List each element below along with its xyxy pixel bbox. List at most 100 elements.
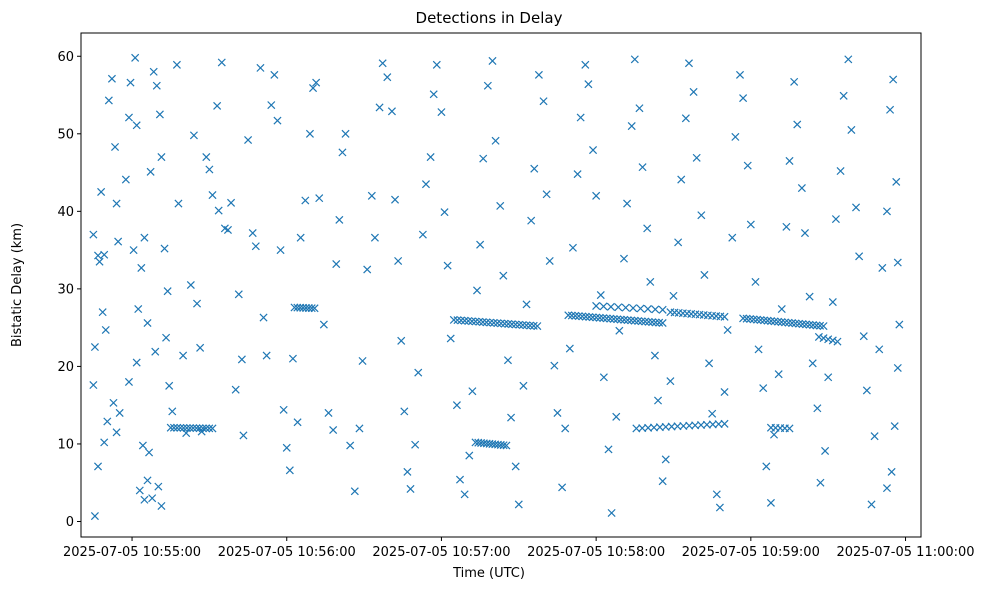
detection-marker xyxy=(324,408,333,417)
detection-marker xyxy=(870,432,879,441)
detection-marker xyxy=(708,409,717,418)
y-tick-label: 0 xyxy=(66,515,74,530)
detection-marker xyxy=(239,431,248,440)
detection-marker xyxy=(479,154,488,163)
detection-marker xyxy=(808,359,817,368)
detection-marker xyxy=(522,300,531,309)
detection-marker xyxy=(522,321,531,330)
detection-marker xyxy=(831,215,840,224)
detection-marker xyxy=(429,90,438,99)
detection-marker xyxy=(619,254,629,263)
detection-marker xyxy=(813,404,822,413)
detection-marker xyxy=(712,490,721,499)
detection-marker xyxy=(534,70,543,79)
detection-marker xyxy=(205,424,214,433)
detection-marker xyxy=(646,277,655,286)
detection-marker xyxy=(208,424,217,433)
x-tick-label: 2025-07-05 10:55:00 xyxy=(63,545,201,560)
detection-marker xyxy=(378,59,387,68)
detection-marker xyxy=(564,311,573,320)
detection-marker xyxy=(828,298,837,307)
detection-marker xyxy=(270,70,279,79)
detection-marker xyxy=(488,56,497,65)
detection-marker xyxy=(574,312,583,321)
detection-marker xyxy=(115,408,124,417)
detection-marker xyxy=(192,424,201,433)
detection-marker xyxy=(677,175,686,184)
detection-marker xyxy=(573,170,582,179)
detection-marker xyxy=(231,385,240,394)
detection-marker xyxy=(157,153,166,162)
detection-marker xyxy=(643,224,652,233)
detection-marker xyxy=(578,312,587,321)
detection-marker xyxy=(140,495,149,504)
detection-marker xyxy=(816,478,825,487)
detection-marker xyxy=(518,320,527,330)
detection-marker xyxy=(437,108,446,117)
detection-marker xyxy=(658,305,667,314)
detection-marker xyxy=(124,377,133,386)
detection-marker xyxy=(795,319,804,328)
detection-marker xyxy=(828,336,837,345)
detection-marker xyxy=(449,315,458,324)
detection-marker xyxy=(223,225,232,234)
detection-marker xyxy=(545,256,554,265)
detection-marker xyxy=(421,180,430,189)
detection-marker xyxy=(731,132,740,141)
detection-marker xyxy=(358,356,367,366)
detection-marker xyxy=(411,440,420,449)
detection-marker xyxy=(553,408,562,417)
detection-marker xyxy=(782,222,791,231)
detection-marker xyxy=(743,161,752,170)
detection-marker xyxy=(288,354,297,363)
detection-marker xyxy=(592,191,601,200)
detection-marker xyxy=(237,355,246,364)
detection-marker xyxy=(134,305,143,314)
detection-marker xyxy=(367,191,376,200)
detection-marker xyxy=(606,302,615,311)
detection-marker xyxy=(312,78,321,87)
detection-marker xyxy=(770,317,779,326)
detection-marker xyxy=(499,441,508,450)
detection-marker xyxy=(604,445,613,454)
detection-marker xyxy=(205,165,214,174)
detection-marker xyxy=(814,332,823,341)
detection-marker xyxy=(648,318,657,327)
detection-marker xyxy=(148,494,157,503)
detection-marker xyxy=(793,120,802,129)
detection-marker xyxy=(852,203,861,212)
detection-marker xyxy=(296,233,305,242)
detection-marker xyxy=(256,63,265,72)
detection-marker xyxy=(132,358,141,367)
detection-marker xyxy=(751,277,760,286)
detection-marker xyxy=(279,405,288,414)
detection-marker xyxy=(630,316,639,325)
detection-marker xyxy=(282,443,291,452)
detection-marker xyxy=(202,153,211,162)
detection-marker xyxy=(251,242,260,251)
detection-marker xyxy=(214,206,223,215)
detection-marker xyxy=(715,503,724,512)
detection-marker xyxy=(742,314,751,323)
detection-marker xyxy=(95,257,104,266)
plot-frame xyxy=(80,32,922,538)
detection-marker xyxy=(273,116,282,125)
detection-marker xyxy=(596,291,605,300)
detection-marker xyxy=(475,317,484,326)
detection-marker xyxy=(700,270,709,279)
detection-marker xyxy=(165,381,174,390)
detection-marker xyxy=(397,336,406,345)
detection-marker xyxy=(305,129,314,138)
detection-marker xyxy=(155,110,164,119)
detection-marker xyxy=(723,325,732,334)
detection-marker xyxy=(797,184,806,193)
detection-marker xyxy=(101,325,110,334)
detection-marker xyxy=(589,146,598,155)
detection-marker xyxy=(728,233,737,242)
detection-marker xyxy=(383,73,392,82)
detection-marker xyxy=(338,148,347,157)
detection-marker xyxy=(836,166,845,176)
detection-marker xyxy=(90,343,99,352)
detection-marker xyxy=(90,512,99,521)
detection-marker xyxy=(887,467,896,476)
